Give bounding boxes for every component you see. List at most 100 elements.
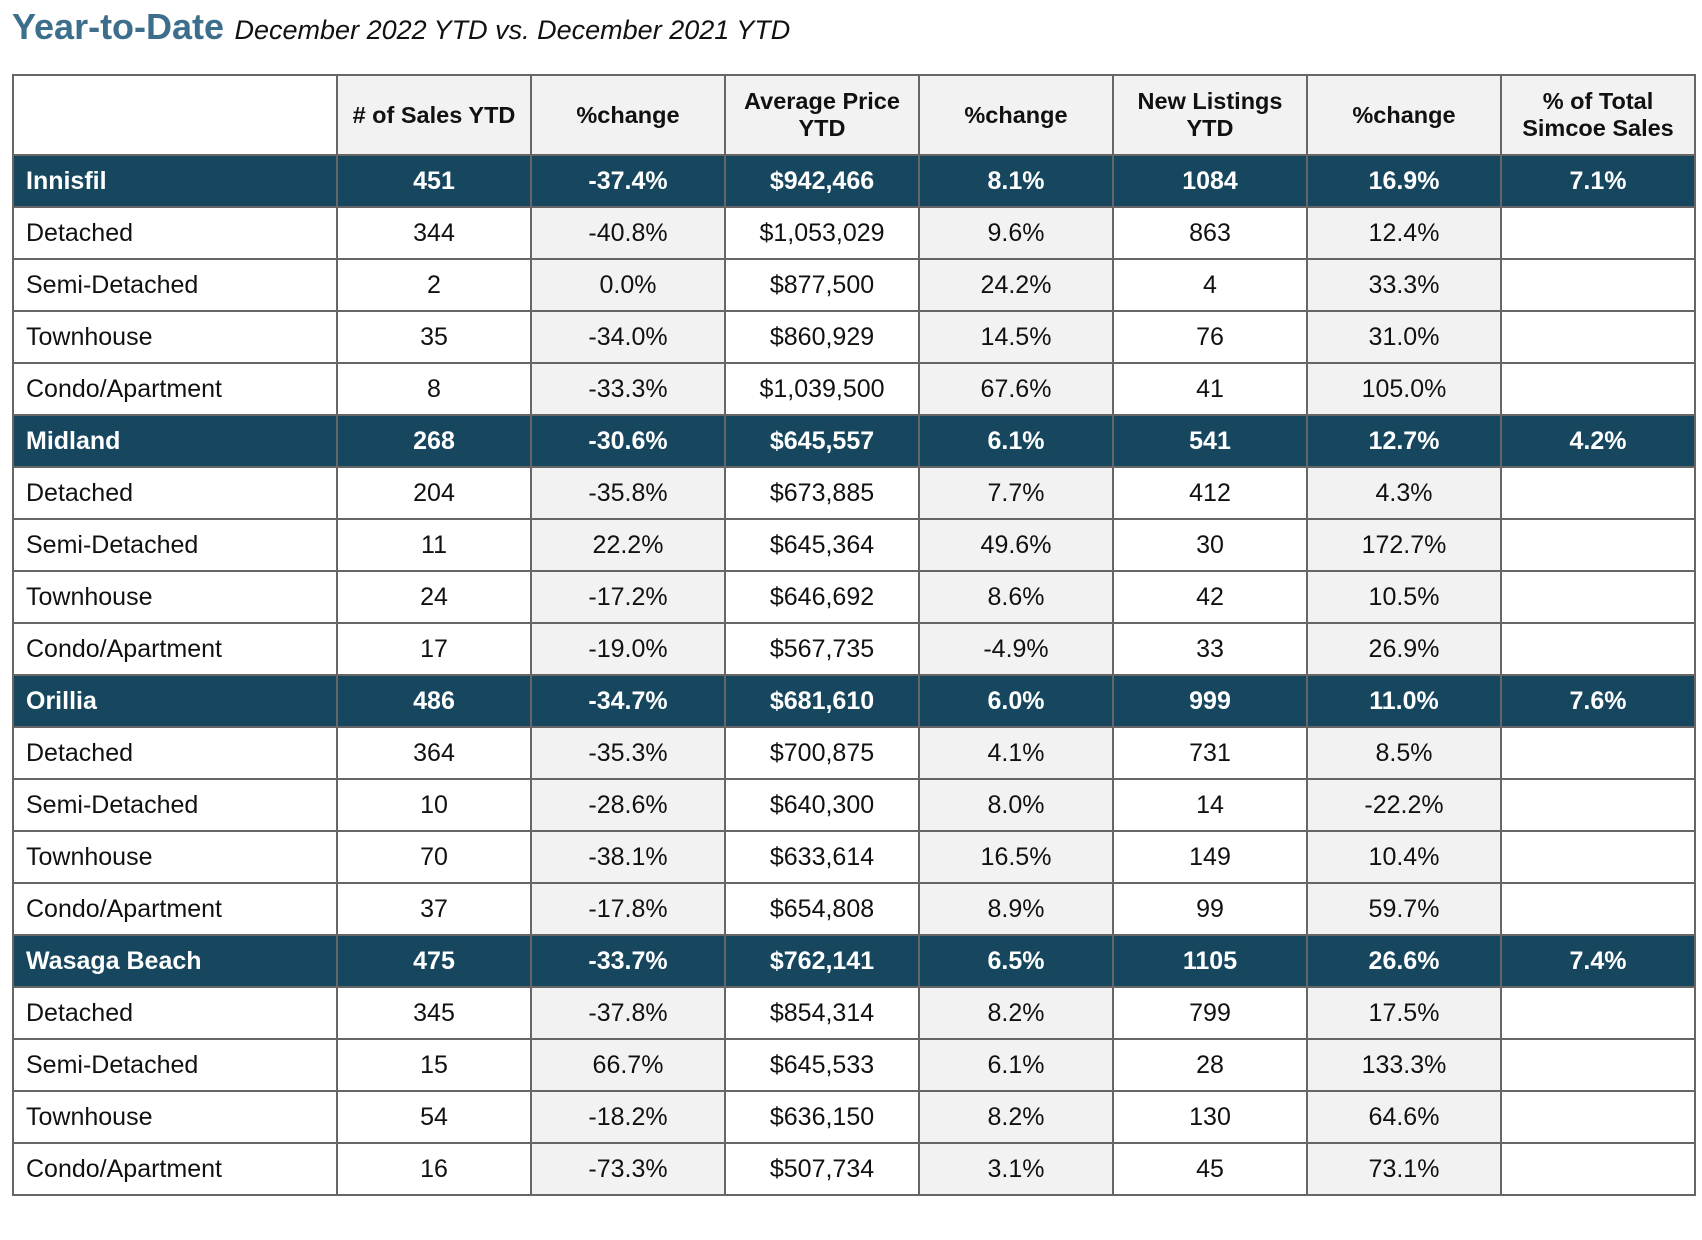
area-sales: 486 xyxy=(336,674,532,728)
area-price-change: 6.0% xyxy=(918,674,1114,728)
area-new-listings: 999 xyxy=(1112,674,1308,728)
area-name: Orillia xyxy=(12,674,338,728)
property-type-row: Semi-Detached 10 -28.6% $640,300 8.0% 14 -22.2… xyxy=(12,778,1696,832)
type-new-listings: 4 xyxy=(1112,258,1308,312)
type-listings-change: 17.5% xyxy=(1306,986,1502,1040)
type-listings-change: 12.4% xyxy=(1306,206,1502,260)
page-subtitle: December 2022 YTD vs. December 2021 YTD xyxy=(234,15,791,45)
property-type-row: Condo/Apartment 16 -73.3% $507,734 3.1% 45 73.… xyxy=(12,1142,1696,1196)
property-type-row: Townhouse 35 -34.0% $860,929 14.5% 76 31.0% xyxy=(12,310,1696,364)
type-listings-change: 10.4% xyxy=(1306,830,1502,884)
area-new-listings: 1084 xyxy=(1112,154,1308,208)
type-sales: 17 xyxy=(336,622,532,676)
type-sales: 15 xyxy=(336,1038,532,1092)
area-sales: 268 xyxy=(336,414,532,468)
property-type-row: Townhouse 70 -38.1% $633,614 16.5% 149 10.4% xyxy=(12,830,1696,884)
type-new-listings: 99 xyxy=(1112,882,1308,936)
type-new-listings: 28 xyxy=(1112,1038,1308,1092)
type-price-change: 8.6% xyxy=(918,570,1114,624)
column-header-area xyxy=(12,74,338,156)
type-new-listings: 14 xyxy=(1112,778,1308,832)
type-price-change: 3.1% xyxy=(918,1142,1114,1196)
type-listings-change: 59.7% xyxy=(1306,882,1502,936)
type-share-of-total xyxy=(1500,362,1696,416)
property-type-row: Townhouse 54 -18.2% $636,150 8.2% 130 64.6% xyxy=(12,1090,1696,1144)
type-sales-change: -73.3% xyxy=(530,1142,726,1196)
type-price-change: 16.5% xyxy=(918,830,1114,884)
property-type-row: Condo/Apartment 17 -19.0% $567,735 -4.9% 33 26… xyxy=(12,622,1696,676)
type-average-price: $700,875 xyxy=(724,726,920,780)
type-sales-change: -33.3% xyxy=(530,362,726,416)
type-price-change: 24.2% xyxy=(918,258,1114,312)
column-header-share-of-total: % of Total Simcoe Sales xyxy=(1500,74,1696,156)
page-heading: Year-to-Date December 2022 YTD vs. Decem… xyxy=(12,6,790,48)
area-new-listings: 541 xyxy=(1112,414,1308,468)
area-share-of-total: 4.2% xyxy=(1500,414,1696,468)
column-header-sales: # of Sales YTD xyxy=(336,74,532,156)
property-type-label: Detached xyxy=(12,726,338,780)
property-type-row: Detached 364 -35.3% $700,875 4.1% 731 8.5% xyxy=(12,726,1696,780)
area-sales-change: -34.7% xyxy=(530,674,726,728)
type-sales-change: -34.0% xyxy=(530,310,726,364)
type-sales: 70 xyxy=(336,830,532,884)
type-average-price: $636,150 xyxy=(724,1090,920,1144)
property-type-label: Townhouse xyxy=(12,1090,338,1144)
area-price-change: 8.1% xyxy=(918,154,1114,208)
type-new-listings: 130 xyxy=(1112,1090,1308,1144)
type-average-price: $854,314 xyxy=(724,986,920,1040)
type-share-of-total xyxy=(1500,830,1696,884)
area-name: Innisfil xyxy=(12,154,338,208)
type-listings-change: 31.0% xyxy=(1306,310,1502,364)
type-sales: 37 xyxy=(336,882,532,936)
area-average-price: $645,557 xyxy=(724,414,920,468)
type-sales-change: 22.2% xyxy=(530,518,726,572)
area-share-of-total: 7.4% xyxy=(1500,934,1696,988)
type-price-change: 8.2% xyxy=(918,986,1114,1040)
property-type-row: Detached 204 -35.8% $673,885 7.7% 412 4.3% xyxy=(12,466,1696,520)
type-listings-change: -22.2% xyxy=(1306,778,1502,832)
ytd-sales-table: # of Sales YTD %change Average Price YTD… xyxy=(12,74,1696,1196)
property-type-label: Semi-Detached xyxy=(12,778,338,832)
area-total-row: Midland 268 -30.6% $645,557 6.1% 541 12.7% 4.2% xyxy=(12,414,1696,468)
type-listings-change: 8.5% xyxy=(1306,726,1502,780)
type-share-of-total xyxy=(1500,778,1696,832)
type-sales-change: -40.8% xyxy=(530,206,726,260)
property-type-label: Townhouse xyxy=(12,310,338,364)
type-price-change: 8.0% xyxy=(918,778,1114,832)
type-new-listings: 863 xyxy=(1112,206,1308,260)
property-type-label: Semi-Detached xyxy=(12,1038,338,1092)
type-share-of-total xyxy=(1500,466,1696,520)
property-type-label: Condo/Apartment xyxy=(12,882,338,936)
type-sales-change: -19.0% xyxy=(530,622,726,676)
type-share-of-total xyxy=(1500,310,1696,364)
type-average-price: $507,734 xyxy=(724,1142,920,1196)
type-average-price: $645,533 xyxy=(724,1038,920,1092)
type-price-change: 8.2% xyxy=(918,1090,1114,1144)
property-type-row: Detached 344 -40.8% $1,053,029 9.6% 863 12.4% xyxy=(12,206,1696,260)
area-share-of-total: 7.6% xyxy=(1500,674,1696,728)
type-new-listings: 30 xyxy=(1112,518,1308,572)
property-type-label: Detached xyxy=(12,986,338,1040)
type-sales-change: -38.1% xyxy=(530,830,726,884)
column-header-price-change: %change xyxy=(918,74,1114,156)
area-price-change: 6.1% xyxy=(918,414,1114,468)
type-sales-change: -35.3% xyxy=(530,726,726,780)
property-type-label: Townhouse xyxy=(12,570,338,624)
type-sales: 2 xyxy=(336,258,532,312)
type-sales-change: -17.2% xyxy=(530,570,726,624)
type-sales: 364 xyxy=(336,726,532,780)
area-price-change: 6.5% xyxy=(918,934,1114,988)
area-share-of-total: 7.1% xyxy=(1500,154,1696,208)
type-average-price: $646,692 xyxy=(724,570,920,624)
property-type-row: Semi-Detached 15 66.7% $645,533 6.1% 28 133.3% xyxy=(12,1038,1696,1092)
type-price-change: 4.1% xyxy=(918,726,1114,780)
type-share-of-total xyxy=(1500,206,1696,260)
type-price-change: 9.6% xyxy=(918,206,1114,260)
type-sales-change: 0.0% xyxy=(530,258,726,312)
property-type-row: Condo/Apartment 8 -33.3% $1,039,500 67.6% 41 1… xyxy=(12,362,1696,416)
area-total-row: Innisfil 451 -37.4% $942,466 8.1% 1084 16.9% 7.… xyxy=(12,154,1696,208)
property-type-row: Townhouse 24 -17.2% $646,692 8.6% 42 10.5% xyxy=(12,570,1696,624)
type-new-listings: 41 xyxy=(1112,362,1308,416)
type-price-change: -4.9% xyxy=(918,622,1114,676)
type-new-listings: 42 xyxy=(1112,570,1308,624)
